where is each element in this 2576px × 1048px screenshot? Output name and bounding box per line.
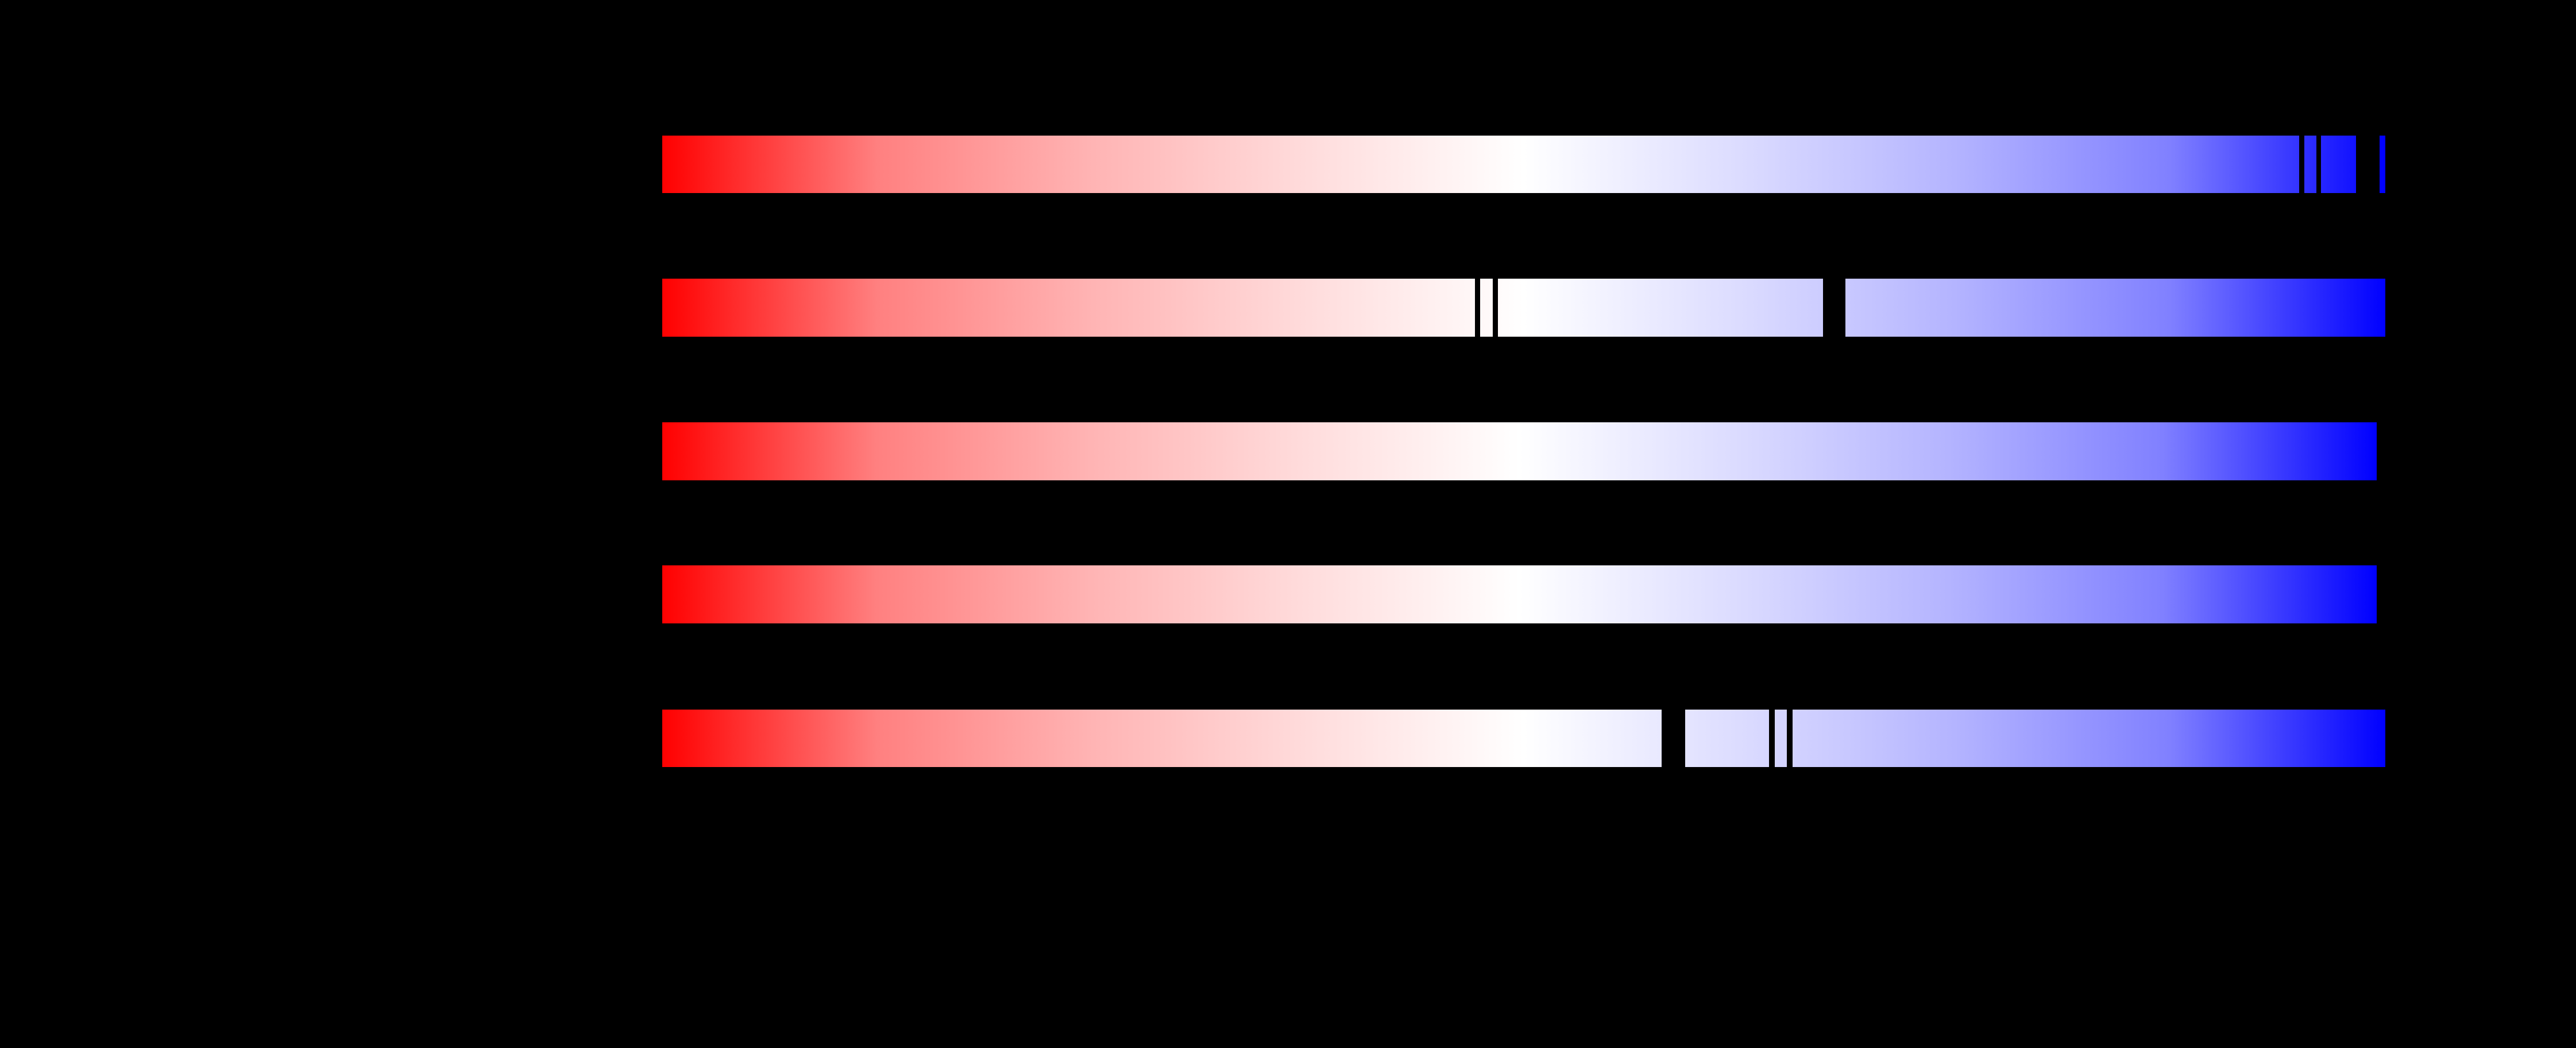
- gradient-bar-2: [662, 279, 2385, 337]
- tick-mark: [1475, 279, 1480, 337]
- gradient-bar-4: [662, 565, 2377, 623]
- gradient-bar-3: [662, 422, 2377, 480]
- gradient-bar-1: [662, 136, 2385, 193]
- tick-mark: [2356, 136, 2380, 193]
- gradient-bar-5: [662, 710, 2385, 767]
- tick-mark: [2299, 136, 2304, 193]
- tick-mark: [1493, 279, 1498, 337]
- tick-mark: [1787, 710, 1793, 767]
- tick-mark: [1769, 710, 1775, 767]
- tick-mark: [2316, 136, 2321, 193]
- tick-mark: [1662, 710, 1685, 767]
- tick-mark: [1823, 279, 1845, 337]
